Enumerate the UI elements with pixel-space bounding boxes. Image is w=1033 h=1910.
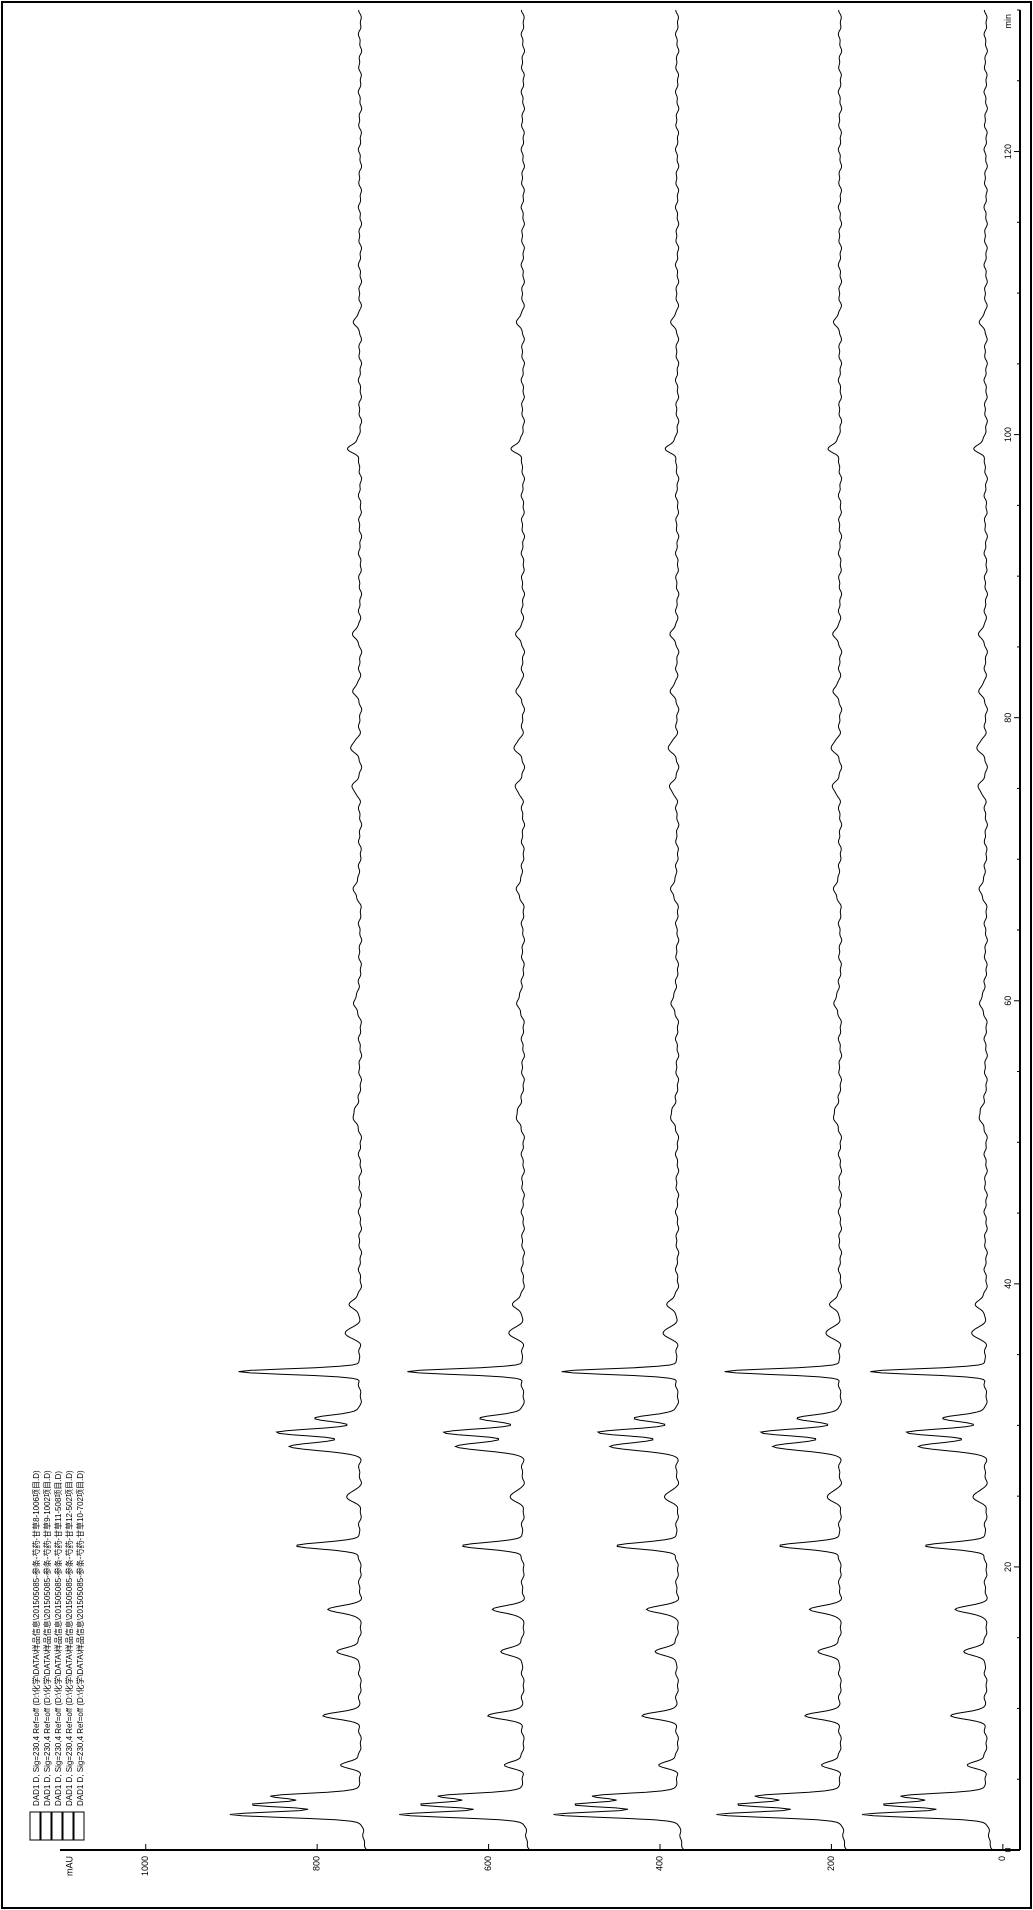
- x-axis-label: min: [1003, 14, 1013, 29]
- legend-label: DAD1 D, Sig=230,4 Ref=off (D:\化学\DATA\样品…: [75, 1470, 85, 1806]
- x-tick-label: 60: [1003, 996, 1013, 1006]
- legend-swatch: [63, 1812, 73, 1840]
- legend-swatch: [52, 1812, 62, 1840]
- trace-5: [862, 10, 993, 1850]
- legend-label: DAD1 D, Sig=230,4 Ref=off (D:\化学\DATA\样品…: [53, 1471, 63, 1806]
- legend-swatch: [41, 1812, 51, 1840]
- x-tick-label: 40: [1003, 1279, 1013, 1289]
- legend-label: DAD1 D, Sig=230,4 Ref=off (D:\化学\DATA\样品…: [31, 1470, 41, 1806]
- rotated-chart-group: 0 20 40 60 80 100 120 min 0 200 400 600 800 1000 mAU DA…: [30, 10, 1020, 1876]
- y-axis-label: mAU: [64, 1856, 74, 1876]
- trace-1: [230, 10, 367, 1850]
- x-tick-label: 20: [1003, 1562, 1013, 1572]
- y-tick-label: 200: [826, 1856, 836, 1871]
- legend-swatch: [30, 1812, 40, 1840]
- outer-frame: [2, 2, 1031, 1908]
- legend-label: DAD1 D, Sig=230,4 Ref=off (D:\化学\DATA\样品…: [42, 1470, 52, 1806]
- y-tick-label: 0: [997, 1856, 1007, 1861]
- trace-2: [399, 10, 530, 1850]
- legend-swatch: [74, 1812, 84, 1840]
- x-tick-label: 120: [1003, 144, 1013, 159]
- trace-3: [554, 10, 685, 1850]
- x-tick-label: 80: [1003, 713, 1013, 723]
- y-tick-label: 800: [312, 1856, 322, 1871]
- y-tick-label: 1000: [140, 1856, 150, 1876]
- chromatogram-figure: 0 20 40 60 80 100 120 min 0 200 400 600 800 1000 mAU DA…: [0, 0, 1033, 1910]
- x-tick-label: 0: [1003, 1847, 1013, 1852]
- y-tick-label: 600: [483, 1856, 493, 1871]
- legend-label: DAD1 D, Sig=230,4 Ref=off (D:\化学\DATA\样品…: [64, 1470, 74, 1806]
- trace-4: [716, 10, 847, 1850]
- x-tick-label: 100: [1003, 427, 1013, 442]
- y-tick-label: 400: [654, 1856, 664, 1871]
